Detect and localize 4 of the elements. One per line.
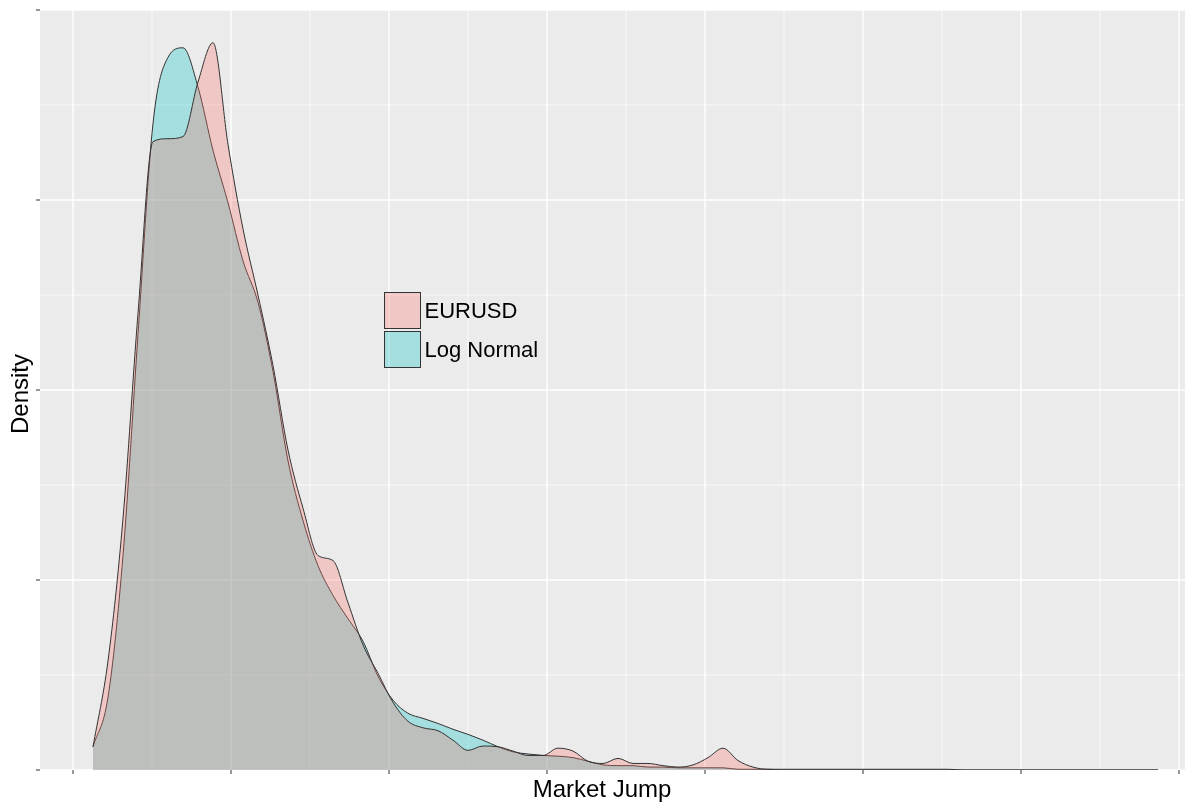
x-axis-title: Market Jump — [531, 775, 673, 803]
y-axis-title: Density — [6, 353, 34, 436]
legend-label: EURUSD — [424, 297, 518, 324]
legend-label: Log Normal — [424, 336, 539, 363]
